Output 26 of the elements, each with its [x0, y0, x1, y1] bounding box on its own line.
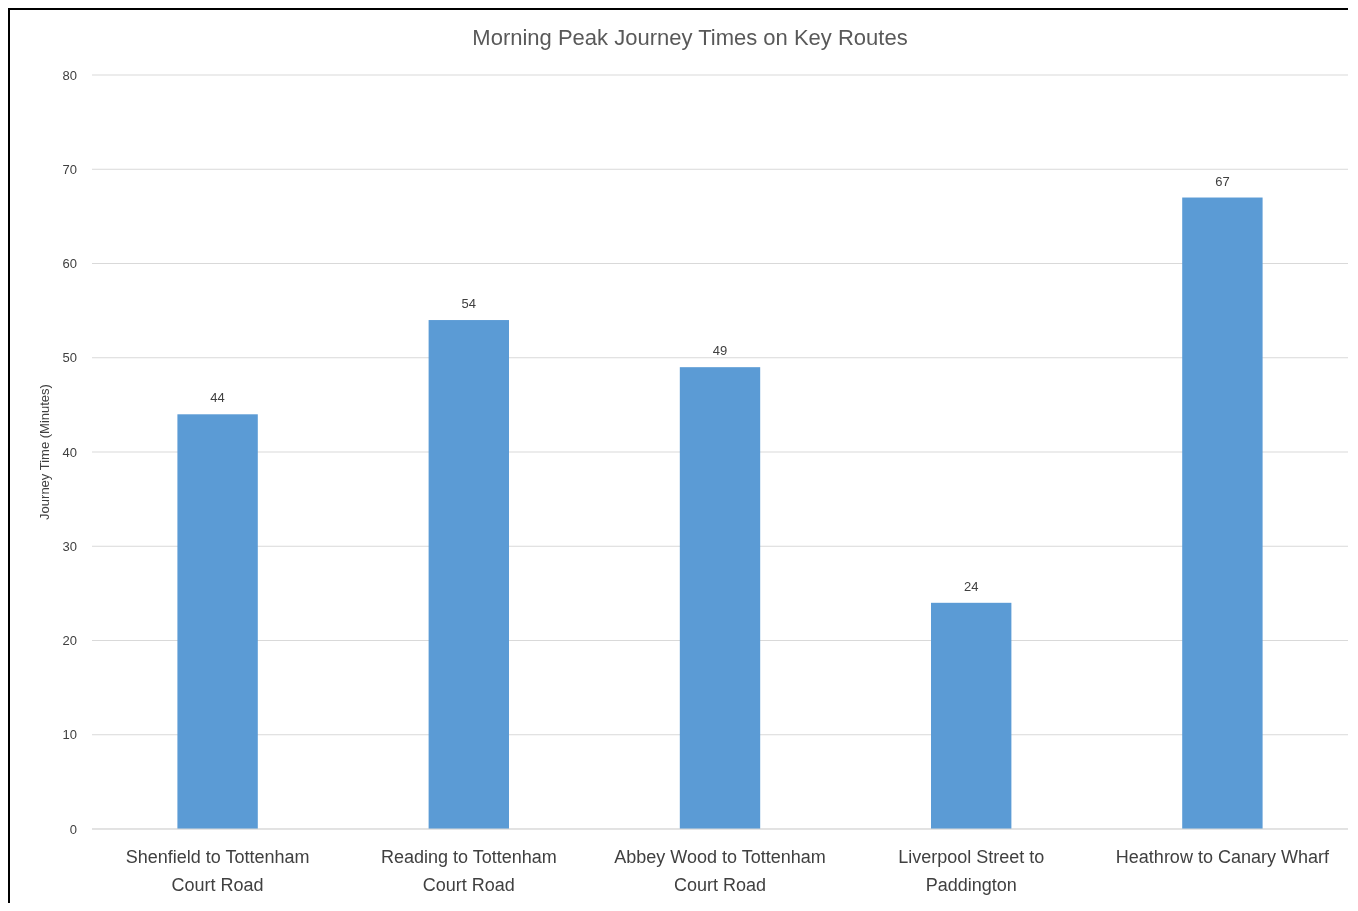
bar	[428, 320, 509, 829]
bar	[679, 367, 761, 829]
y-tick-label: 60	[62, 256, 77, 272]
y-axis-title: Journey Time (Minutes)	[37, 384, 52, 520]
bar	[931, 602, 1012, 829]
x-tick-label: Reading to Tottenham Court Road	[380, 847, 557, 895]
x-tick-label: Heathrow to Canary Wharf	[1115, 847, 1330, 867]
x-tick-label: Liverpool Street to Paddington	[898, 847, 1045, 895]
chart-title: Morning Peak Journey Times on Key Routes	[472, 25, 908, 50]
data-label: 44	[210, 390, 225, 406]
y-tick-label: 20	[62, 633, 77, 649]
data-label: 54	[461, 296, 477, 312]
x-tick-label: Abbey Wood to Tottenham Court Road	[614, 847, 826, 895]
data-label: 67	[1215, 173, 1230, 189]
y-tick-label: 10	[62, 727, 77, 743]
y-tick-label: 70	[62, 161, 77, 177]
y-tick-label: 80	[62, 67, 77, 83]
y-tick-label: 40	[62, 444, 77, 460]
y-tick-label: 50	[62, 350, 77, 366]
x-tick-label: Shenfield to Tottenham Court Road	[125, 847, 310, 895]
data-label: 49	[712, 343, 728, 359]
bar	[1182, 197, 1263, 829]
y-tick-label: 0	[69, 821, 77, 837]
data-label: 24	[963, 578, 979, 594]
bar	[177, 414, 258, 829]
y-tick-label: 30	[62, 538, 77, 554]
